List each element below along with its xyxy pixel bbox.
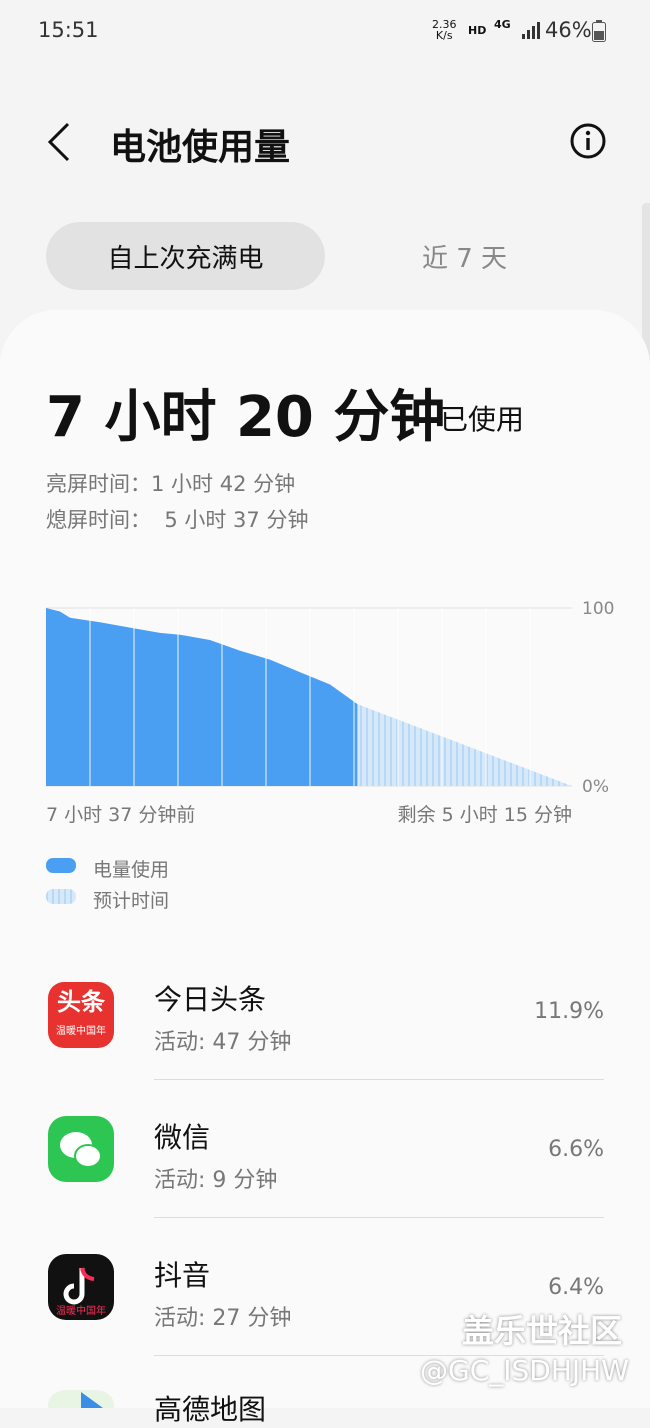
legend-swatch xyxy=(46,889,76,904)
y-tick-label: 100 xyxy=(582,599,614,619)
screen-off-time: 熄屏时间： 5 小时 37 分钟 xyxy=(46,508,309,532)
battery-chart: 0% 100 xyxy=(46,599,614,797)
icon-caption: 温暖中国年 xyxy=(56,1304,106,1317)
battery-icon xyxy=(592,20,606,42)
info-button[interactable] xyxy=(568,121,608,161)
tab-7-days[interactable]: 近 7 天 xyxy=(421,243,508,274)
app-name[interactable]: 今日头条 xyxy=(154,983,267,1016)
app-name[interactable]: 微信 xyxy=(154,1121,211,1154)
page-title: 电池使用量 xyxy=(110,127,291,168)
douyin-icon: 温暖中国年 xyxy=(48,1254,114,1320)
amap-icon xyxy=(48,1390,114,1408)
app-percent: 11.9% xyxy=(534,999,604,1024)
area-series xyxy=(46,608,358,786)
watermark-site: 盖乐世社区 xyxy=(462,1312,623,1350)
y-tick-label: 0% xyxy=(582,777,609,797)
x-start-label: 7 小时 37 分钟前 xyxy=(46,804,196,826)
app-percent: 6.6% xyxy=(548,1137,604,1162)
icon-caption: 温暖中国年 xyxy=(56,1024,106,1037)
wechat-icon xyxy=(48,1116,114,1182)
app-percent: 6.4% xyxy=(548,1275,604,1300)
net-speed: 2.36 K/s xyxy=(432,19,457,41)
app-name[interactable]: 抖音 xyxy=(154,1259,211,1292)
divider xyxy=(154,1079,604,1080)
total-used: 7 小时 20 分钟 xyxy=(46,385,446,450)
app-activity: 活动: 27 分钟 xyxy=(154,1306,292,1331)
app-activity: 活动: 9 分钟 xyxy=(154,1168,278,1193)
legend-label: 电量使用 xyxy=(93,859,170,881)
x-end-label: 剩余 5 小时 15 分钟 xyxy=(397,804,572,826)
total-suffix: 已使用 xyxy=(440,403,525,436)
screen-on-time: 亮屏时间：1 小时 42 分钟 xyxy=(46,472,296,496)
divider xyxy=(154,1355,604,1356)
legend-swatch xyxy=(46,858,76,873)
hd-indicator: HD xyxy=(468,24,487,37)
scrollbar xyxy=(642,203,650,405)
tab-since-full[interactable]: 自上次充满电 xyxy=(46,222,325,290)
net-speed-unit: K/s xyxy=(435,29,453,42)
status-time: 15:51 xyxy=(38,18,99,42)
card xyxy=(0,310,650,1408)
net-speed-value: 2.36 xyxy=(432,18,457,31)
legend-label: 预计时间 xyxy=(93,890,170,912)
signal-icon xyxy=(522,22,540,39)
divider xyxy=(154,1217,604,1218)
back-button[interactable] xyxy=(44,120,74,164)
network-type: 4G xyxy=(494,18,511,31)
area-series xyxy=(357,704,572,786)
icon-text: 头条 xyxy=(57,988,106,1016)
battery-percent: 46% xyxy=(545,18,592,42)
app-activity: 活动: 47 分钟 xyxy=(154,1030,292,1055)
app-name[interactable]: 高德地图 xyxy=(154,1393,267,1426)
watermark-user: @GC_ISDHJHW xyxy=(420,1354,629,1387)
